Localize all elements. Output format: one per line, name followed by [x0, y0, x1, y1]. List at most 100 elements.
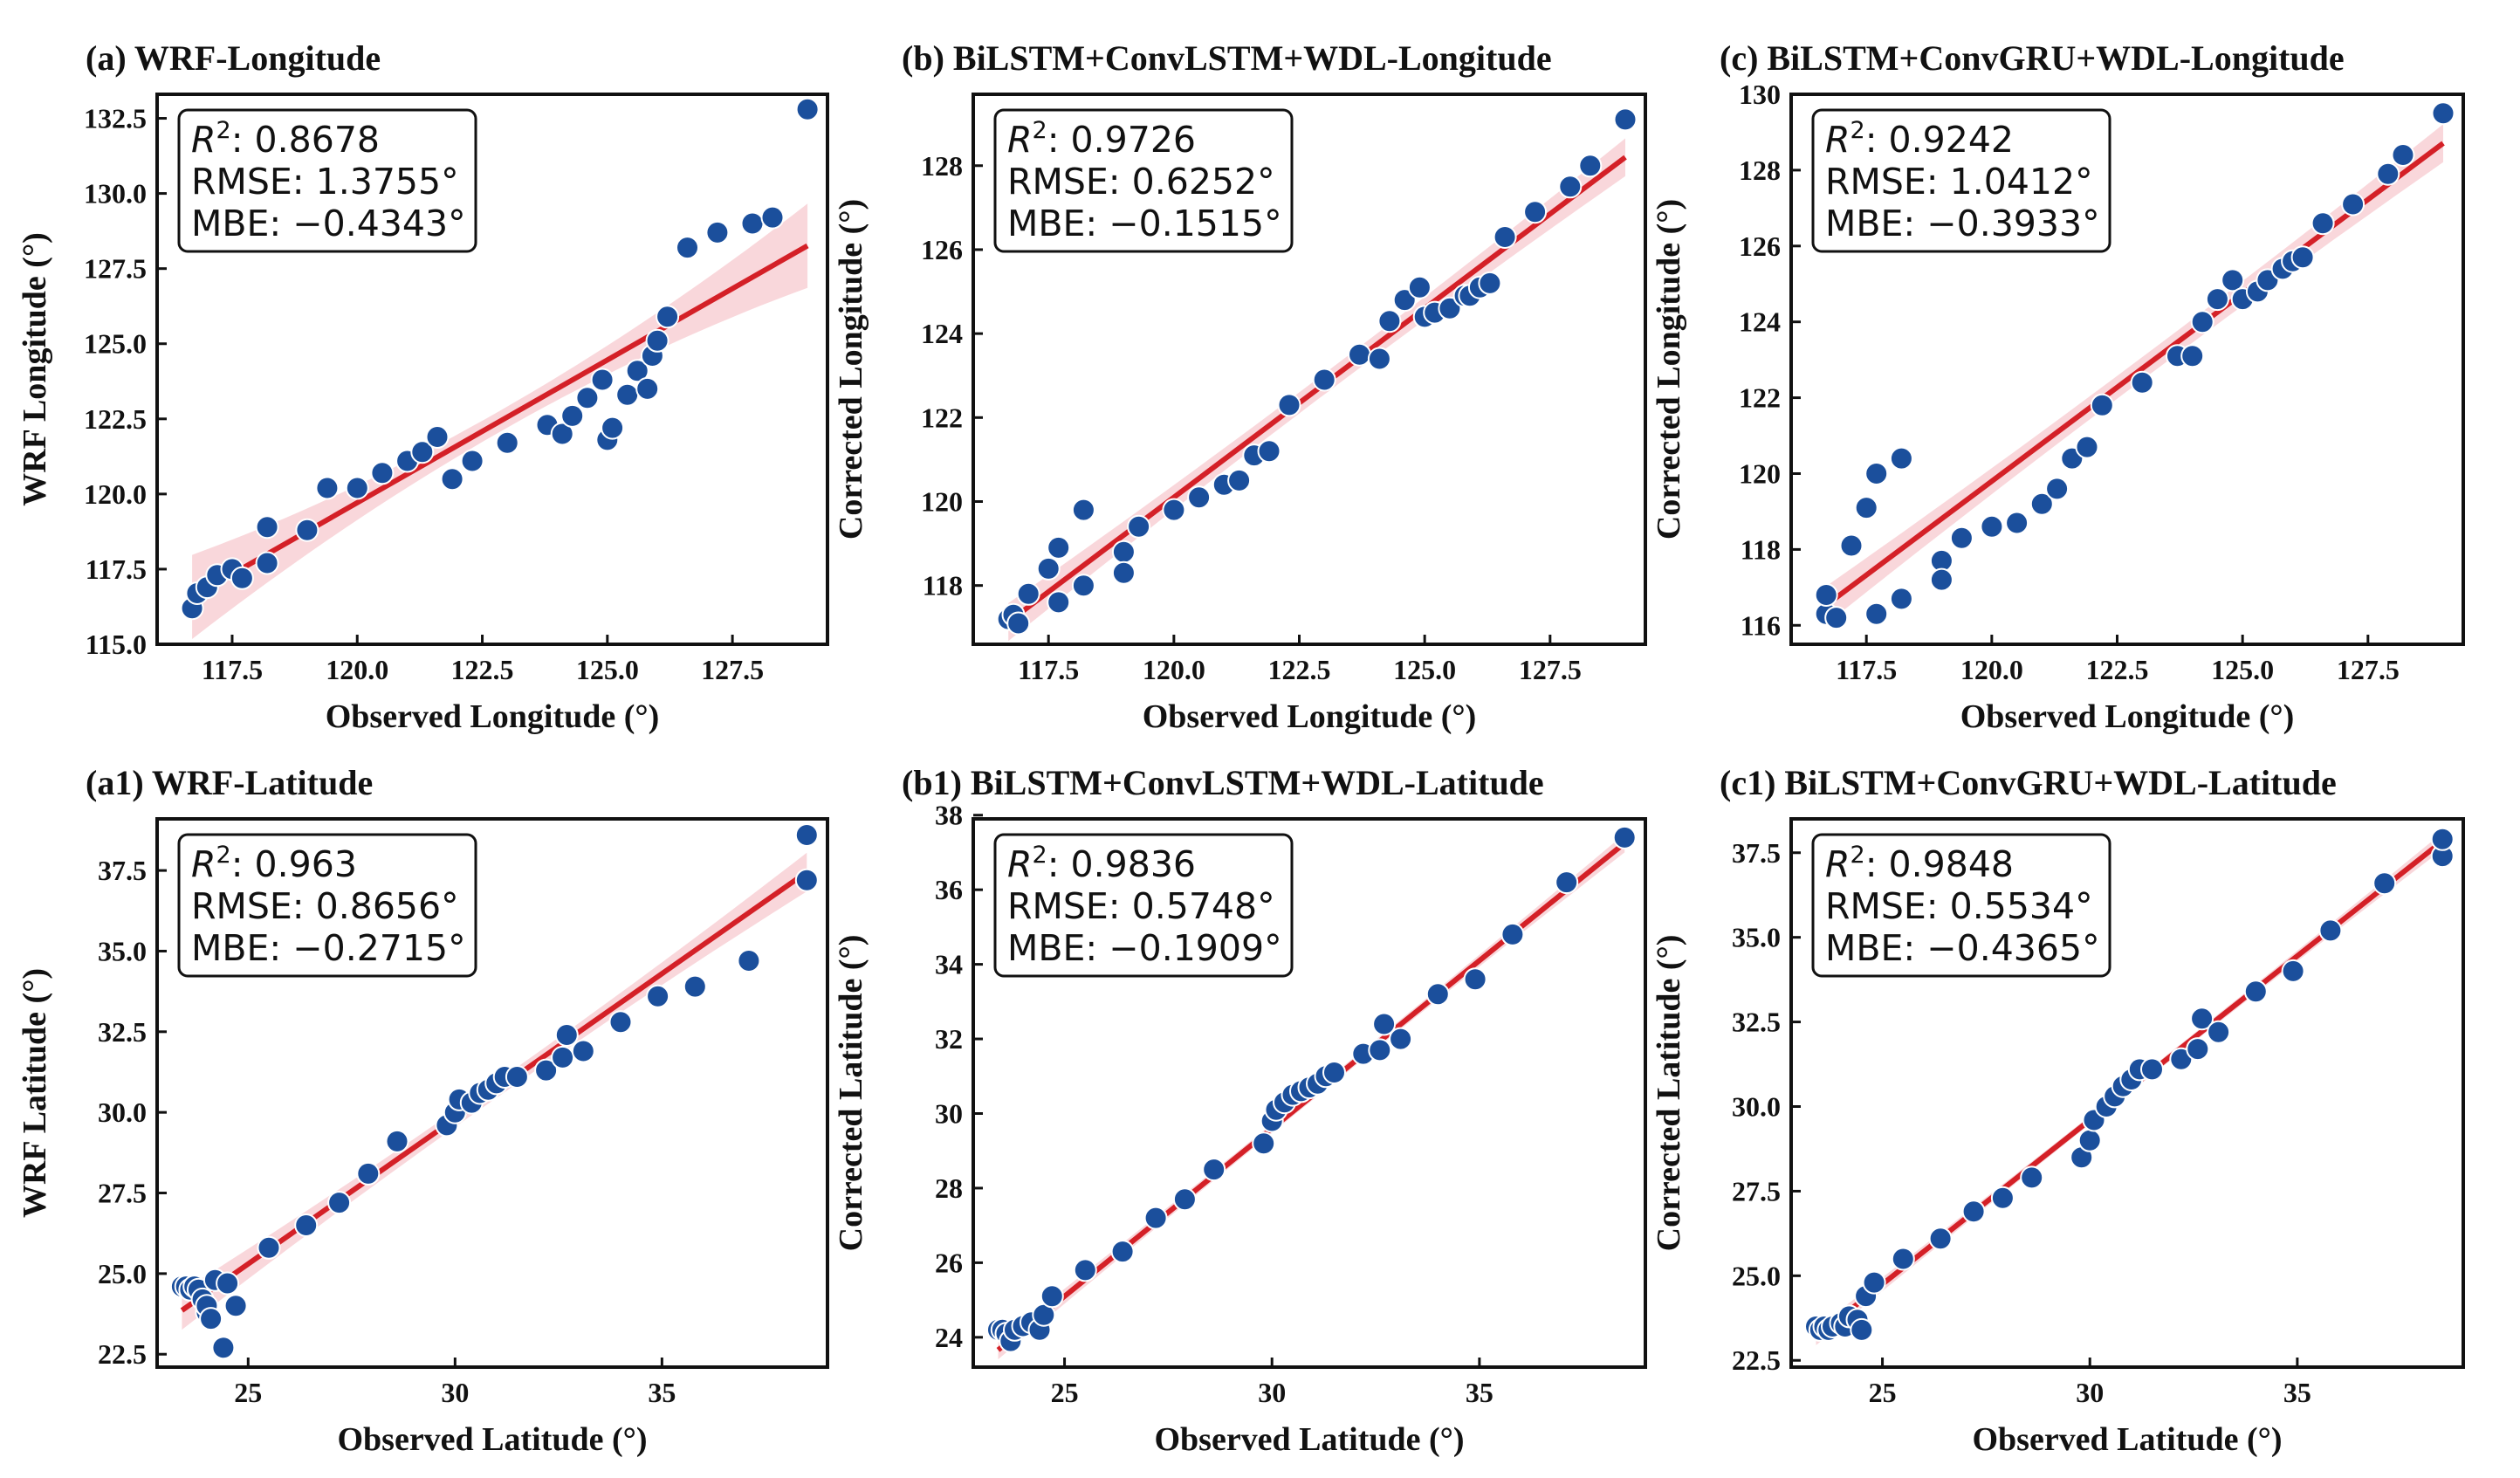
- y-tick-label: 127.5: [84, 253, 147, 285]
- r2-symbol: R: [1007, 843, 1033, 885]
- x-tick-label: 127.5: [701, 654, 764, 685]
- r2-superscript: 2: [1033, 842, 1047, 869]
- data-point: [1368, 1038, 1392, 1062]
- x-tick-label: 35: [1466, 1377, 1493, 1408]
- data-point: [705, 220, 730, 244]
- x-tick-label: 117.5: [1018, 654, 1079, 685]
- y-tick-label: 126: [921, 234, 963, 265]
- data-point: [1110, 1240, 1135, 1264]
- data-point: [1864, 462, 1889, 485]
- x-tick-label: 122.5: [2086, 654, 2149, 685]
- stats-box: [177, 833, 477, 978]
- data-point: [1227, 468, 1252, 492]
- data-point: [2243, 980, 2268, 1004]
- panel-a: (a) WRF-Longitude 117.5 120.0 122.5 125.0 127…: [17, 38, 829, 735]
- y-tick-label: 128: [1739, 155, 1781, 186]
- data-point: [1493, 225, 1517, 249]
- data-point: [1578, 154, 1603, 178]
- y-axis-label: Corrected Latitude (°): [1651, 935, 1687, 1252]
- data-point: [1478, 271, 1502, 295]
- x-tick-label: 117.5: [1836, 654, 1897, 685]
- panel-c: (c) BiLSTM+ConvGRU+WDL-Longitude 117.5 120…: [1651, 38, 2465, 735]
- y-tick-label: 116: [1741, 609, 1781, 641]
- data-point: [1889, 446, 1913, 471]
- data-point: [2372, 871, 2397, 896]
- data-point: [1377, 309, 1402, 333]
- rmse-stat: RMSE: 1.0412°: [1825, 161, 2093, 203]
- data-point: [1928, 1227, 1953, 1251]
- data-point: [295, 518, 319, 542]
- y-tick-label: 124: [921, 318, 963, 349]
- rmse-stat: RMSE: 0.8656°: [191, 885, 459, 927]
- r2-superscript: 2: [1851, 842, 1865, 869]
- x-tick-label: 25: [1869, 1377, 1897, 1408]
- x-tick-label: 120.0: [1960, 654, 2023, 685]
- y-tick-label: 124: [1739, 306, 1781, 338]
- x-tick-label: 35: [648, 1377, 676, 1408]
- r2-value: : 0.8678: [231, 119, 380, 161]
- x-tick-label: 127.5: [2337, 654, 2400, 685]
- r2-superscript: 2: [1851, 117, 1865, 144]
- data-point: [1961, 1200, 1986, 1224]
- y-tick-label: 37.5: [1732, 837, 1781, 869]
- data-point: [1277, 393, 1301, 417]
- data-point: [608, 1010, 633, 1035]
- y-tick-label: 117.5: [86, 553, 147, 585]
- data-point: [1367, 347, 1391, 371]
- y-axis-label: WRF Latitude (°): [17, 968, 53, 1218]
- data-point: [2341, 192, 2366, 217]
- data-point: [1425, 982, 1450, 1007]
- y-tick-label: 122.5: [84, 403, 147, 435]
- r2-stat: R2: 0.9726: [1007, 117, 1196, 161]
- data-point: [534, 1058, 559, 1083]
- data-point: [645, 328, 669, 353]
- r2-value: : 0.9836: [1047, 843, 1196, 885]
- r2-stat: R2: 0.9242: [1825, 117, 2014, 161]
- data-point: [1889, 587, 1913, 611]
- x-axis-label: Observed Latitude (°): [1154, 1421, 1464, 1458]
- r2-symbol: R: [191, 843, 216, 885]
- y-tick-label: 122: [1739, 382, 1781, 414]
- y-tick-label: 24: [935, 1322, 963, 1353]
- x-tick-label: 125.0: [576, 654, 639, 685]
- data-point: [2190, 310, 2214, 334]
- data-point: [656, 305, 680, 329]
- x-axis-label: Observed Longitude (°): [1960, 698, 2295, 735]
- data-point: [2090, 393, 2114, 417]
- data-point: [2221, 268, 2245, 292]
- x-tick-label: 25: [1051, 1377, 1079, 1408]
- stats-box: [993, 108, 1294, 253]
- data-point: [601, 416, 625, 440]
- data-point: [2376, 162, 2400, 186]
- data-point: [370, 461, 395, 485]
- data-point: [1438, 296, 1462, 320]
- x-axis-label: Observed Longitude (°): [1143, 698, 1477, 735]
- mbe-stat: MBE: −0.3933°: [1825, 203, 2100, 244]
- y-tick-label: 130.0: [84, 178, 147, 210]
- data-point: [1172, 1187, 1197, 1212]
- y-axis-label: Corrected Longitude (°): [833, 199, 869, 540]
- y-tick-label: 25.0: [98, 1258, 147, 1289]
- y-tick-label: 36: [935, 874, 963, 905]
- y-tick-label: 22.5: [98, 1338, 147, 1370]
- x-axis-label: Observed Latitude (°): [1972, 1421, 2282, 1458]
- y-tick-label: 37.5: [98, 855, 147, 886]
- mbe-stat: MBE: −0.4365°: [1825, 927, 2100, 969]
- data-point: [1071, 574, 1095, 598]
- data-point: [2318, 918, 2343, 943]
- data-point: [1071, 498, 1095, 522]
- x-tick-label: 35: [2283, 1377, 2311, 1408]
- data-point: [551, 1045, 575, 1069]
- data-point: [615, 382, 640, 407]
- data-point: [590, 368, 615, 392]
- mbe-stat: MBE: −0.1515°: [1007, 203, 1282, 244]
- data-point: [794, 823, 819, 847]
- data-point: [385, 1129, 409, 1153]
- y-axis-label: Corrected Latitude (°): [833, 935, 869, 1252]
- r2-value: : 0.963: [231, 843, 357, 885]
- mbe-stat: MBE: −0.1909°: [1007, 927, 1282, 969]
- data-point: [2430, 827, 2455, 851]
- data-point: [410, 440, 435, 464]
- data-point: [1389, 1027, 1413, 1051]
